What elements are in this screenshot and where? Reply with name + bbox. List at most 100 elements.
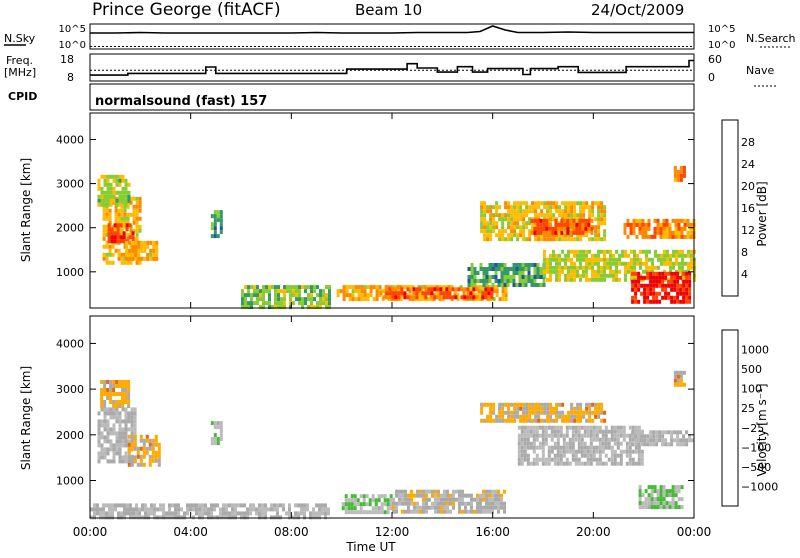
velocity-cell [151,438,155,443]
velocity-cell [231,507,234,512]
velocity-cell [130,423,134,428]
power-cell [686,218,690,223]
velocity-cell [531,418,535,423]
velocity-cell [112,415,116,420]
velocity-cell [133,427,137,432]
power-cell [129,260,133,265]
velocity-cell [604,425,608,430]
power-cell [121,190,125,195]
power-cell [673,287,677,292]
velocity-cell [555,414,559,419]
power-cell [639,249,642,254]
velocity-cell [577,437,581,442]
power-cell [674,218,678,223]
power-cell [609,257,612,262]
velocity-cell [597,406,601,411]
power-cell [588,205,592,210]
velocity-cell [628,453,632,458]
velocity-cell [546,402,550,407]
velocity-cell [516,414,520,419]
velocity-cell [476,505,479,510]
velocity-cell [561,414,565,419]
power-cell [658,279,662,284]
power-cell [665,222,669,227]
velocity-cell [117,515,120,520]
power-cell [274,305,277,310]
power-cell [262,297,265,302]
velocity-cell [112,407,116,412]
velocity-cell [610,437,614,442]
velocity-cell [592,453,596,458]
power-cell [492,297,496,302]
power-cell [483,205,487,210]
velocity-cell [458,505,461,510]
power-cell [662,218,666,223]
velocity-cell [589,429,593,434]
power-cell [543,205,547,210]
velocity-cell [550,433,554,438]
velocity-cell [213,433,217,438]
velocity-cell [121,455,125,460]
power-cell [516,209,520,214]
power-cell [575,226,579,231]
velocity-cell [513,418,517,423]
power-cell [501,233,505,238]
power-cell [688,295,692,300]
power-cell [674,226,678,231]
time-axis-ticks: 00:00 04:00 08:00 12:00 16:00 20:00 00:00 [73,113,711,539]
power-cell [115,190,119,195]
velocity-cell [547,433,551,438]
power-cell [301,297,304,302]
velocity-cell [222,507,225,512]
power-cell [582,253,585,258]
power-cell [667,283,671,288]
velocity-cell [303,507,306,512]
velocity-cell [550,425,554,430]
power-cell [543,265,546,270]
power-cell [659,234,663,239]
velocity-cell [115,443,119,448]
power-cell [561,249,564,254]
velocity-cell [157,442,161,447]
velocity-cell [673,378,677,383]
velocity-cell [237,503,240,508]
velocity-cell [567,414,571,419]
power-cell [366,285,370,290]
power-cell [600,221,604,226]
velocity-cell [685,430,689,435]
velocity-cell [135,515,138,520]
velocity-cell [598,453,602,458]
power-cell [652,287,656,292]
power-cell [110,235,114,240]
velocity-cell [127,384,131,388]
velocity-cell [261,511,264,516]
power-cell [501,289,505,294]
power-cell [543,253,546,258]
power-cell [259,289,262,294]
power-cell [127,182,131,187]
velocity-cell [102,503,105,508]
power-cell [134,240,138,245]
velocity-cell [550,429,554,434]
velocity-cell [150,503,153,508]
velocity-cell [580,461,584,466]
power-cell [247,289,250,294]
power-cell [688,291,692,296]
power-cell [546,201,550,206]
power-cell [336,293,340,298]
velocity-cell [210,511,213,516]
velocity-cell [112,447,116,452]
power-cell [609,261,612,266]
velocity-cell [362,494,366,499]
power-cell [536,263,540,267]
velocity-cell [667,430,671,435]
velocity-cell [422,509,425,514]
power-cell [391,295,395,300]
velocity-cell [491,497,494,502]
velocity-cell [565,433,569,438]
power-cell [646,299,650,304]
velocity-cell [452,489,455,494]
power-cell [271,305,274,310]
power-cell [492,225,496,230]
velocity-cell [516,402,520,407]
